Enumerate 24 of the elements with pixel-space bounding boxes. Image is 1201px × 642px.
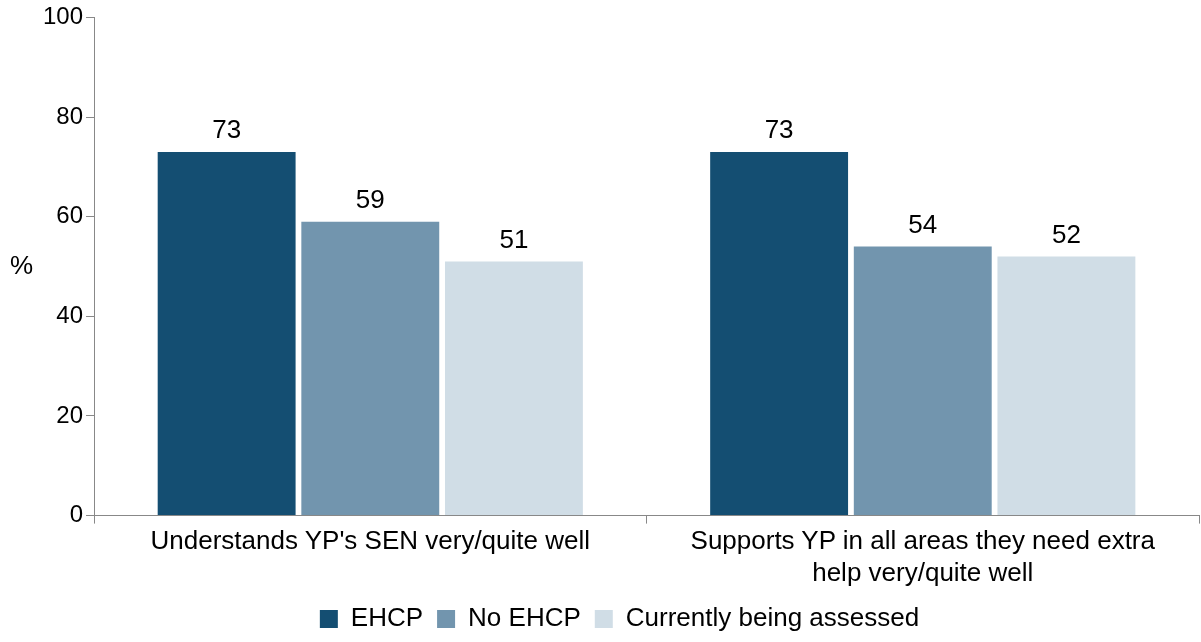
data-label: 59: [355, 183, 385, 214]
y-tick-label: 80: [56, 101, 84, 129]
bar: [997, 256, 1136, 516]
y-tick-label: 60: [56, 201, 84, 229]
y-tick-label: 40: [56, 300, 84, 328]
x-tick-label: Understands YP's SEN very/quite well: [150, 525, 591, 556]
data-label: 52: [1051, 218, 1081, 249]
x-tick-label: Supports YP in all areas they need extra help very/quite well: [690, 525, 1156, 587]
data-label: 73: [212, 114, 242, 145]
data-label: 51: [499, 223, 529, 254]
bar: [710, 151, 849, 516]
y-tick-label: 20: [56, 400, 84, 428]
data-label: 73: [764, 114, 794, 145]
y-axis-title: %: [10, 249, 34, 280]
bar: [157, 151, 296, 516]
data-label: 54: [908, 208, 938, 239]
y-tick-label: 0: [69, 500, 84, 528]
legend-label: EHCP: [350, 602, 424, 633]
bar: [853, 246, 992, 516]
bar: [444, 261, 583, 516]
legend-label: Currently being assessed: [625, 602, 920, 633]
legend-label: No EHCP: [468, 602, 581, 633]
bar: [301, 221, 440, 516]
y-tick-label: 100: [43, 2, 84, 30]
